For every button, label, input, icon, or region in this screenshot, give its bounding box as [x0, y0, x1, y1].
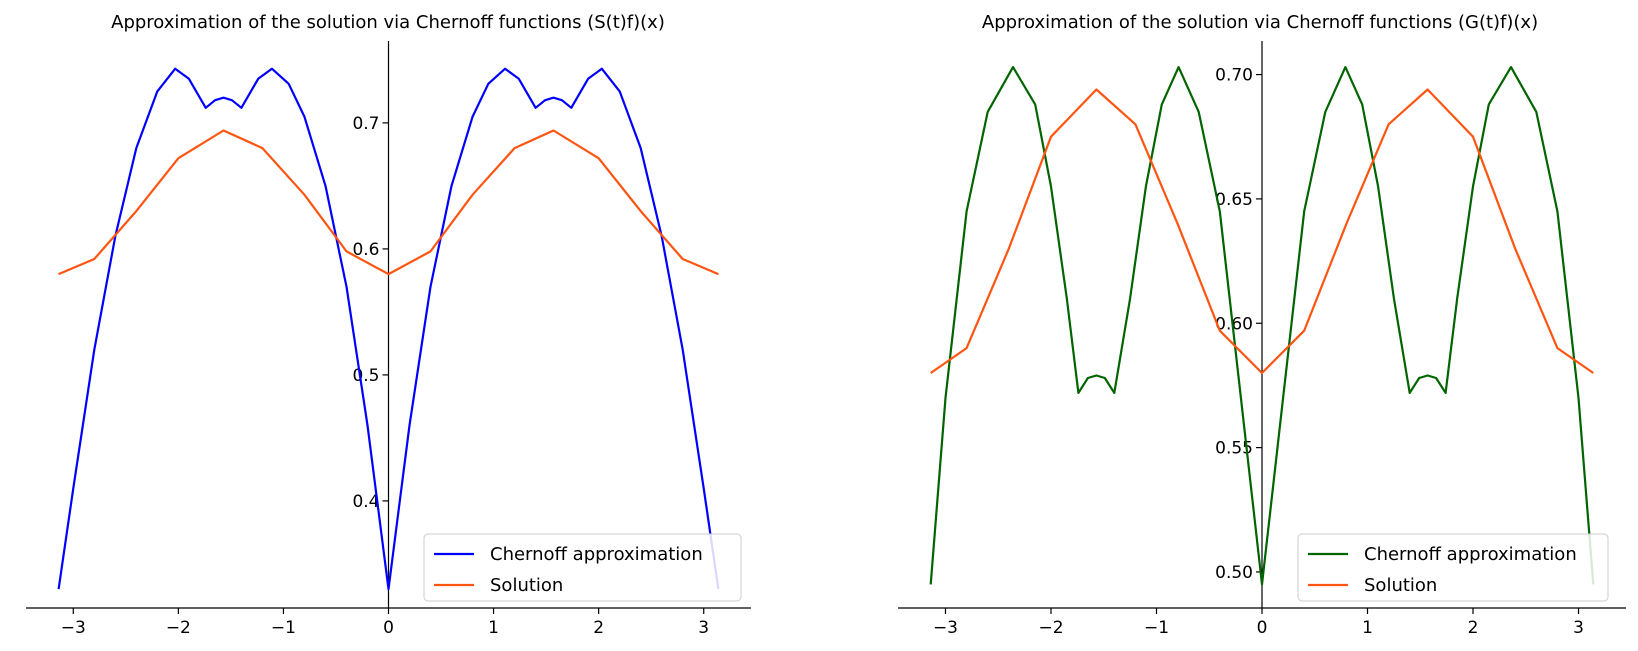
chart-2-title: Approximation of the solution via Cherno…: [982, 12, 1538, 33]
chart-2-x-tick-label: 3: [1573, 618, 1584, 638]
chart-2-x-tick-label: 0: [1257, 618, 1268, 638]
chart-2-series-chernoff-approximation: [929, 65, 1595, 586]
chart-1-x-tick-label: −3: [61, 618, 86, 638]
chart-1-x-tick-label: 3: [698, 618, 709, 638]
chart-2-legend-label-chernoff-approximation: Chernoff approximation: [1364, 544, 1577, 565]
chart-2-x-tick-label: −3: [933, 618, 958, 638]
chart-2-y-tick-label: 0.65: [1215, 190, 1253, 210]
chart-1-legend: Chernoff approximation Solution: [423, 533, 742, 602]
chart-1-x-tick-label: −1: [271, 618, 296, 638]
chart-2-y-tick-label: 0.50: [1215, 563, 1253, 583]
chart-1-x-tick-label: 1: [488, 618, 499, 638]
chart-1-x-tick-label: −2: [166, 618, 191, 638]
chart-2-y-tick-label: 0.60: [1215, 314, 1253, 334]
chart-1-y-tick-label: 0.6: [352, 240, 379, 260]
chart-1-legend-label-solution: Solution: [490, 575, 563, 596]
chart-1-legend-label-chernoff-approximation: Chernoff approximation: [490, 544, 703, 565]
chart-2: Approximation of the solution via Cherno…: [898, 12, 1626, 638]
chart-2-legend: Chernoff approximation Solution: [1297, 533, 1609, 602]
chart-2-y-tick-label: 0.70: [1215, 66, 1253, 86]
chart-1-x-tick-label: 0: [383, 618, 394, 638]
chart-2-legend-box: [1297, 533, 1609, 602]
chart-1: Approximation of the solution via Cherno…: [26, 12, 751, 638]
chart-1-y-tick-label: 0.4: [352, 492, 379, 512]
chart-2-x-tick-label: 1: [1362, 618, 1373, 638]
chart-1-x-tick-label: 2: [593, 618, 604, 638]
chart-1-y-tick-label: 0.5: [352, 366, 379, 386]
chart-2-legend-label-solution: Solution: [1364, 575, 1437, 596]
chart-1-title: Approximation of the solution via Cherno…: [111, 12, 665, 33]
chart-2-x-tick-label: −2: [1038, 618, 1063, 638]
chart-2-series-solution: [930, 88, 1594, 375]
chart-1-series-solution: [58, 129, 719, 276]
chart-2-x-tick-label: 2: [1468, 618, 1479, 638]
chart-1-series-chernoff-approximation: [57, 67, 720, 591]
chart-1-y-tick-label: 0.7: [352, 114, 379, 134]
chart-2-y-tick-label: 0.55: [1215, 439, 1253, 459]
chart-2-x-tick-label: −1: [1144, 618, 1169, 638]
chart-1-legend-box: [423, 533, 742, 602]
